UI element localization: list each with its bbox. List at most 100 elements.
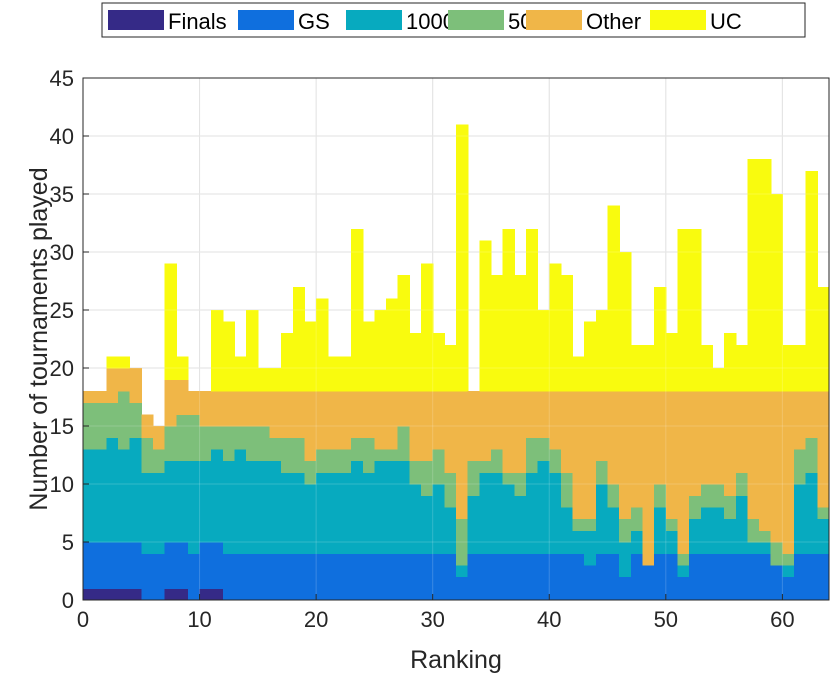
bar-segment-1000-rank-55 [712,507,725,554]
bar-segment-500-rank-61 [782,553,795,566]
bar-segment-gs-rank-16 [257,553,271,601]
bar-segment-uc-rank-26 [374,310,387,392]
bar-segment-500-rank-57 [735,472,749,496]
bar-segment-500-rank-38 [514,472,527,496]
bar-segment-uc-rank-31 [432,333,445,392]
bar-segment-500-rank-53 [689,495,702,520]
bar-segment-other-rank-46 [607,391,620,485]
bar-segment-finals-rank-3 [106,588,119,601]
bar-segment-1000-rank-27 [386,460,399,554]
bar-segment-uc-rank-4 [117,356,131,369]
x-tick-label: 30 [420,607,444,632]
bar-segment-gs-rank-44 [584,565,597,601]
bar-segment-other-rank-61 [782,391,795,554]
legend: FinalsGS1000500OtherUC [101,2,806,38]
bar-segment-1000-rank-62 [794,484,807,554]
bar-segment-gs-rank-51 [665,553,679,601]
bar-segment-gs-rank-40 [537,553,550,601]
bar-segment-500-rank-46 [607,484,620,508]
legend-label-1000: 1000 [406,9,455,34]
bar-segment-gs-rank-8 [164,542,177,589]
bar-segment-500-rank-56 [724,495,737,520]
bar-segment-1000-rank-57 [735,495,749,554]
bar-segment-500-rank-42 [560,472,574,508]
bar-segment-other-rank-20 [304,391,317,462]
bar-segment-other-rank-26 [374,391,387,450]
bar-segment-other-rank-27 [386,391,399,450]
bar-segment-other-rank-58 [747,391,760,520]
bar-segment-1000-rank-58 [747,542,760,554]
bar-segment-other-rank-31 [432,391,445,450]
bar-segment-1000-rank-11 [199,460,212,543]
bar-segment-other-rank-35 [479,391,492,462]
bar-segment-500-rank-31 [432,449,445,485]
axis-ticks: 0 10 20 30 40 50 60 0 5 10 15 20 25 30 35 40 45 [50,66,795,632]
bar-segment-gs-rank-2 [94,542,107,589]
bar-segment-1000-rank-15 [246,460,259,554]
bar-segment-gs-rank-48 [630,553,644,601]
bar-segment-uc-rank-49 [642,344,655,392]
bar-segment-uc-rank-16 [257,368,271,392]
bar-segment-uc-rank-40 [537,310,550,392]
bar-segment-uc-rank-51 [665,333,679,392]
x-tick-label: 10 [187,607,211,632]
bar-segment-1000-rank-38 [514,495,527,554]
y-tick-label: 20 [50,356,74,381]
bar-segment-gs-rank-23 [339,553,352,601]
bar-segment-other-rank-21 [316,391,329,450]
bar-segment-other-rank-50 [654,391,667,485]
bar-segment-gs-rank-6 [141,553,154,601]
bar-segment-1000-rank-52 [677,565,690,578]
bar-segment-1000-rank-12 [211,449,224,543]
bar-segment-500-rank-34 [467,460,480,496]
bar-segment-500-rank-22 [327,449,341,473]
bar-segment-other-rank-47 [619,391,632,520]
bar-segment-finals-rank-5 [129,588,142,601]
bar-segment-other-rank-63 [805,391,818,438]
y-tick-label: 40 [50,124,74,149]
y-axis-title: Number of tournaments played [25,167,53,510]
bar-segment-other-rank-14 [234,391,247,427]
bar-segment-gs-rank-36 [490,553,504,601]
bar-segment-other-rank-60 [770,391,783,543]
bar-segment-1000-rank-32 [444,507,457,554]
bar-segment-other-rank-18 [281,391,294,438]
bar-segment-other-rank-9 [176,379,189,415]
bar-segment-gs-rank-47 [619,576,632,601]
bar-segment-1000-rank-9 [176,460,189,543]
bar-segment-500-rank-12 [211,426,224,450]
bar-segment-gs-rank-33 [456,576,469,601]
bar-segment-1000-rank-33 [456,565,469,578]
bar-segment-gs-rank-37 [502,553,515,601]
bar-segment-1000-rank-34 [467,495,480,554]
bar-segment-500-rank-52 [677,553,690,566]
bar-segment-1000-rank-64 [817,518,830,554]
bar-segment-other-rank-32 [444,391,457,473]
bar-segment-1000-rank-29 [409,484,422,554]
y-tick-label: 15 [50,414,74,439]
bar-segment-other-rank-13 [222,391,236,427]
bar-segment-other-rank-36 [490,391,504,450]
bar-segment-uc-rank-32 [444,344,457,392]
bar-segment-500-rank-15 [246,426,259,462]
bar-segment-500-rank-6 [141,437,154,473]
bar-segment-other-rank-39 [525,391,539,438]
bar-segment-gs-rank-38 [514,553,527,601]
bar-segment-uc-rank-23 [339,356,352,392]
bar-segment-uc-rank-58 [747,159,760,392]
bar-segment-gs-rank-7 [152,553,166,601]
bar-segment-500-rank-62 [794,449,807,485]
y-tick-label: 30 [50,240,74,265]
bar-segment-1000-rank-8 [164,460,177,543]
legend-label-other: Other [586,9,641,34]
bar-segment-gs-rank-27 [386,553,399,601]
bar-segment-gs-rank-29 [409,553,422,601]
bar-segment-uc-rank-53 [689,228,702,392]
bar-segment-1000-rank-45 [595,484,609,554]
bar-segment-other-rank-2 [94,391,107,404]
bar-segment-finals-rank-8 [164,588,177,601]
bar-segment-other-rank-53 [689,391,702,496]
bar-segment-uc-rank-54 [700,344,714,392]
bar-segment-1000-rank-10 [187,460,201,554]
